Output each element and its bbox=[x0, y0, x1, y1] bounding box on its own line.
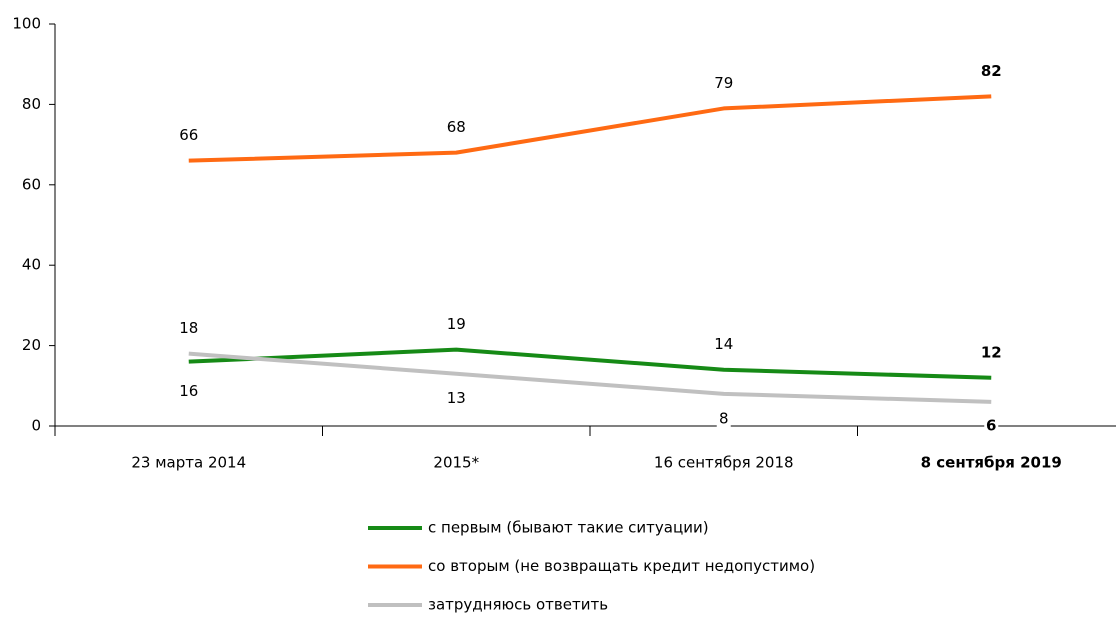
series-line bbox=[188, 351, 992, 404]
data-label: 79 bbox=[714, 74, 733, 92]
data-label: 14 bbox=[714, 335, 733, 353]
data-label: 19 bbox=[447, 315, 466, 333]
series-line bbox=[188, 347, 992, 380]
data-label: 68 bbox=[447, 118, 466, 136]
data-label: 18 bbox=[179, 319, 198, 337]
x-tick-label: 23 марта 2014 bbox=[131, 454, 246, 472]
legend-label: с первым (бывают такие ситуации) bbox=[428, 519, 709, 537]
y-tick-label: 40 bbox=[22, 256, 41, 274]
x-tick-label: 16 сентября 2018 bbox=[654, 454, 794, 472]
data-label: 8 bbox=[719, 409, 729, 427]
data-label: 12 bbox=[981, 343, 1002, 361]
label-bg bbox=[716, 410, 731, 427]
data-label: 16 bbox=[179, 382, 198, 400]
x-tick-label: 2015* bbox=[433, 454, 479, 472]
x-tick-label: 8 сентября 2019 bbox=[921, 454, 1062, 472]
data-label: 66 bbox=[179, 126, 198, 144]
y-tick-label: 80 bbox=[22, 95, 41, 113]
y-tick-label: 0 bbox=[31, 417, 41, 435]
data-label: 82 bbox=[981, 62, 1002, 80]
label-bg bbox=[984, 418, 999, 434]
legend-label: затрудняюсь ответить bbox=[428, 596, 608, 614]
data-label: 6 bbox=[986, 417, 996, 435]
series-line bbox=[188, 94, 992, 163]
y-tick-label: 60 bbox=[22, 175, 41, 193]
y-tick-label: 20 bbox=[22, 336, 41, 354]
y-tick-label: 100 bbox=[12, 15, 41, 33]
data-label: 13 bbox=[447, 389, 466, 407]
legend-label: со вторым (не возвращать кредит недопуст… bbox=[428, 557, 815, 575]
